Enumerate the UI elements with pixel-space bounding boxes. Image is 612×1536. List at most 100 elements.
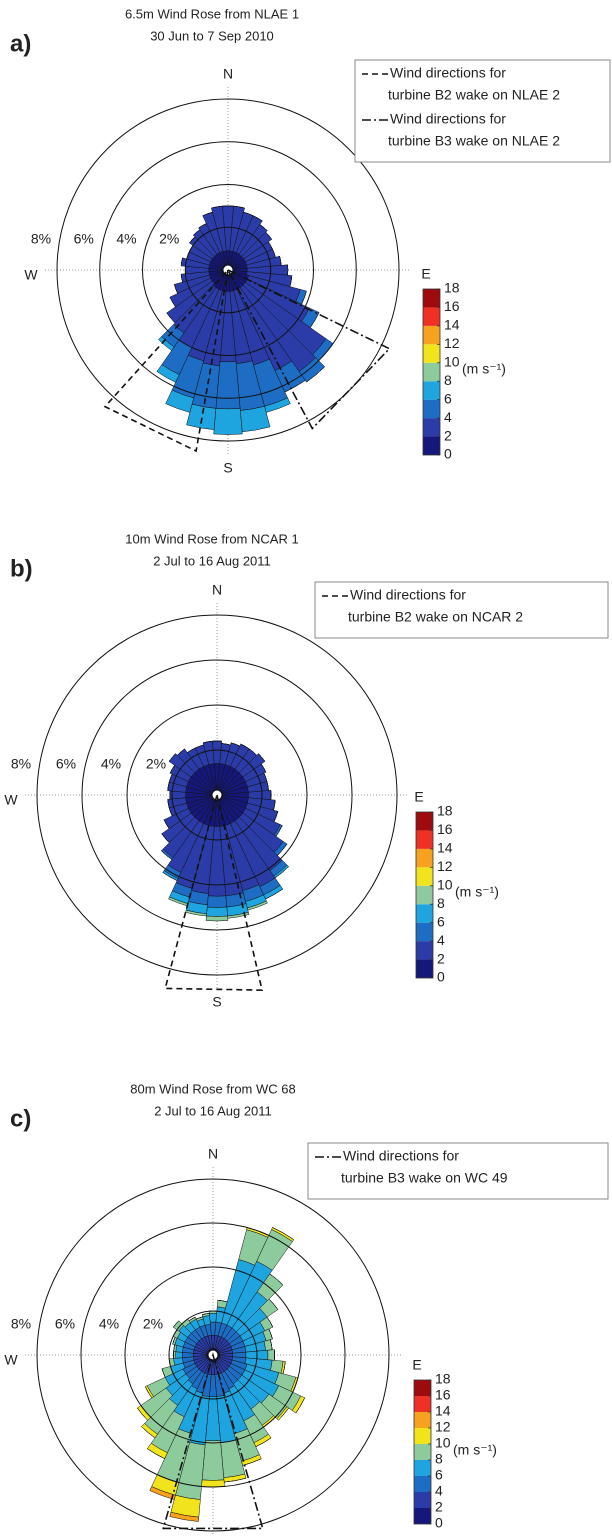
sector-segment — [205, 915, 229, 922]
chart-subtitle: 30 Jun to 7 Sep 2010 — [150, 28, 274, 43]
sector-segment — [175, 1351, 183, 1359]
sector-segment — [267, 1349, 275, 1361]
colorbar-bin — [414, 1460, 431, 1476]
direction-label: N — [212, 582, 222, 598]
colorbar-tick-label: 6 — [435, 1467, 443, 1483]
chart-subtitle: 2 Jul to 16 Aug 2011 — [153, 553, 271, 568]
ring-label: 4% — [101, 756, 121, 772]
colorbar-unit: (m s⁻¹) — [453, 1442, 497, 1458]
ring — [142, 184, 314, 356]
colorbar-bin — [416, 922, 433, 942]
chart-subtitle: 2 Jul to 16 Aug 2011 — [154, 1103, 272, 1118]
sector-segment — [209, 1312, 217, 1323]
colorbar-tick-label: 0 — [444, 446, 452, 462]
colorbar-tick-label: 10 — [435, 1435, 451, 1451]
panel-label: c) — [10, 1105, 31, 1132]
colorbar-tick-label: 0 — [437, 969, 445, 985]
ring — [171, 749, 263, 841]
wake-wedge — [103, 267, 230, 453]
ring-label: 2% — [146, 756, 166, 772]
sector-segment — [161, 1368, 166, 1378]
direction-label: E — [412, 1357, 421, 1373]
ring — [56, 98, 400, 442]
colorbar-tick-label: 10 — [444, 353, 460, 369]
colorbar-tick-label: 2 — [444, 427, 452, 443]
sector-segment — [202, 740, 213, 744]
sector-segment — [201, 1479, 225, 1488]
direction-label: S — [212, 994, 221, 1010]
sector-segment — [144, 1386, 152, 1399]
sector-segment — [169, 1511, 200, 1522]
colorbar-bin — [416, 941, 433, 960]
colorbar-bin — [414, 1380, 431, 1396]
sector-segment — [161, 850, 172, 860]
sector-segment — [180, 274, 183, 283]
legend-text: turbine B3 wake on NLAE 2 — [388, 133, 560, 149]
sector-segment — [202, 1313, 210, 1315]
sector-segment — [141, 1426, 156, 1439]
direction-label: W — [4, 1352, 18, 1368]
ring — [36, 1178, 390, 1532]
legend-text: Wind directions for — [390, 111, 506, 127]
sector-segment — [278, 1407, 289, 1421]
sector-segment — [168, 896, 189, 907]
sector-segment — [306, 366, 325, 383]
ring — [36, 614, 398, 976]
colorbar-bin — [414, 1396, 431, 1412]
ring — [81, 659, 353, 931]
colorbar-bin — [416, 885, 433, 905]
legend-box — [354, 59, 611, 163]
colorbar-tick-label: 12 — [444, 335, 460, 351]
colorbar-unit: (m s⁻¹) — [455, 883, 499, 899]
wake-wedge — [164, 794, 264, 991]
chart-title: 10m Wind Rose from NCAR 1 — [125, 531, 298, 546]
colorbar-tick-label: 8 — [444, 372, 452, 388]
colorbar-bin — [416, 848, 433, 868]
wind-rose-panel: 10m Wind Rose from NCAR 1 2 Jul to 16 Aug… — [4, 531, 609, 1010]
sector-segment — [201, 1440, 225, 1481]
legend-text: turbine B2 wake on NLAE 2 — [388, 87, 560, 103]
direction-label: E — [421, 266, 430, 282]
colorbar-bin — [423, 307, 440, 326]
sector-segment — [213, 408, 243, 435]
sector-segment — [240, 405, 271, 433]
colorbar-tick-label: 2 — [437, 950, 445, 966]
ring-label: 4% — [99, 1316, 119, 1332]
colorbar-bin — [414, 1412, 431, 1428]
direction-label: W — [4, 792, 18, 808]
colorbar-frame — [413, 1379, 432, 1525]
sector-segment — [156, 364, 180, 383]
colorbar-tick-label: 14 — [444, 317, 460, 333]
colorbar-bin — [423, 399, 440, 419]
sector-segment — [268, 1298, 279, 1310]
sector-segment — [206, 906, 228, 917]
colorbar-tick-label: 16 — [444, 298, 460, 314]
colorbar-tick-label: 18 — [444, 280, 460, 296]
colorbar-tick-label: 12 — [437, 858, 453, 874]
colorbar-bin — [423, 344, 440, 363]
sector-segment — [261, 763, 267, 773]
ring — [99, 141, 357, 399]
sector-segment — [173, 1320, 179, 1328]
colorbar-tick-label: 6 — [437, 913, 445, 929]
colorbar-bin — [416, 812, 433, 831]
chart-title: 80m Wind Rose from WC 68 — [130, 1081, 295, 1096]
ring-label: 6% — [56, 756, 76, 772]
colorbar-tick-label: 2 — [435, 1499, 443, 1515]
colorbar-tick-label: 4 — [435, 1483, 443, 1499]
sector-segment — [137, 1407, 148, 1421]
colorbar-bin — [414, 1428, 431, 1444]
colorbar-bin — [414, 1492, 431, 1508]
legend-text: Wind directions for — [343, 1148, 459, 1164]
sector-segment — [265, 232, 272, 240]
ring-label: 2% — [159, 231, 179, 247]
legend-text: turbine B3 wake on WC 49 — [341, 1170, 508, 1186]
colorbar-tick-label: 12 — [435, 1419, 451, 1435]
sector-segment — [158, 336, 175, 351]
colorbar-bin — [416, 830, 433, 849]
sector-segment — [186, 403, 217, 430]
ring — [126, 704, 308, 886]
colorbar-frame — [415, 811, 434, 979]
colorbar-tick-label: 0 — [435, 1515, 443, 1531]
